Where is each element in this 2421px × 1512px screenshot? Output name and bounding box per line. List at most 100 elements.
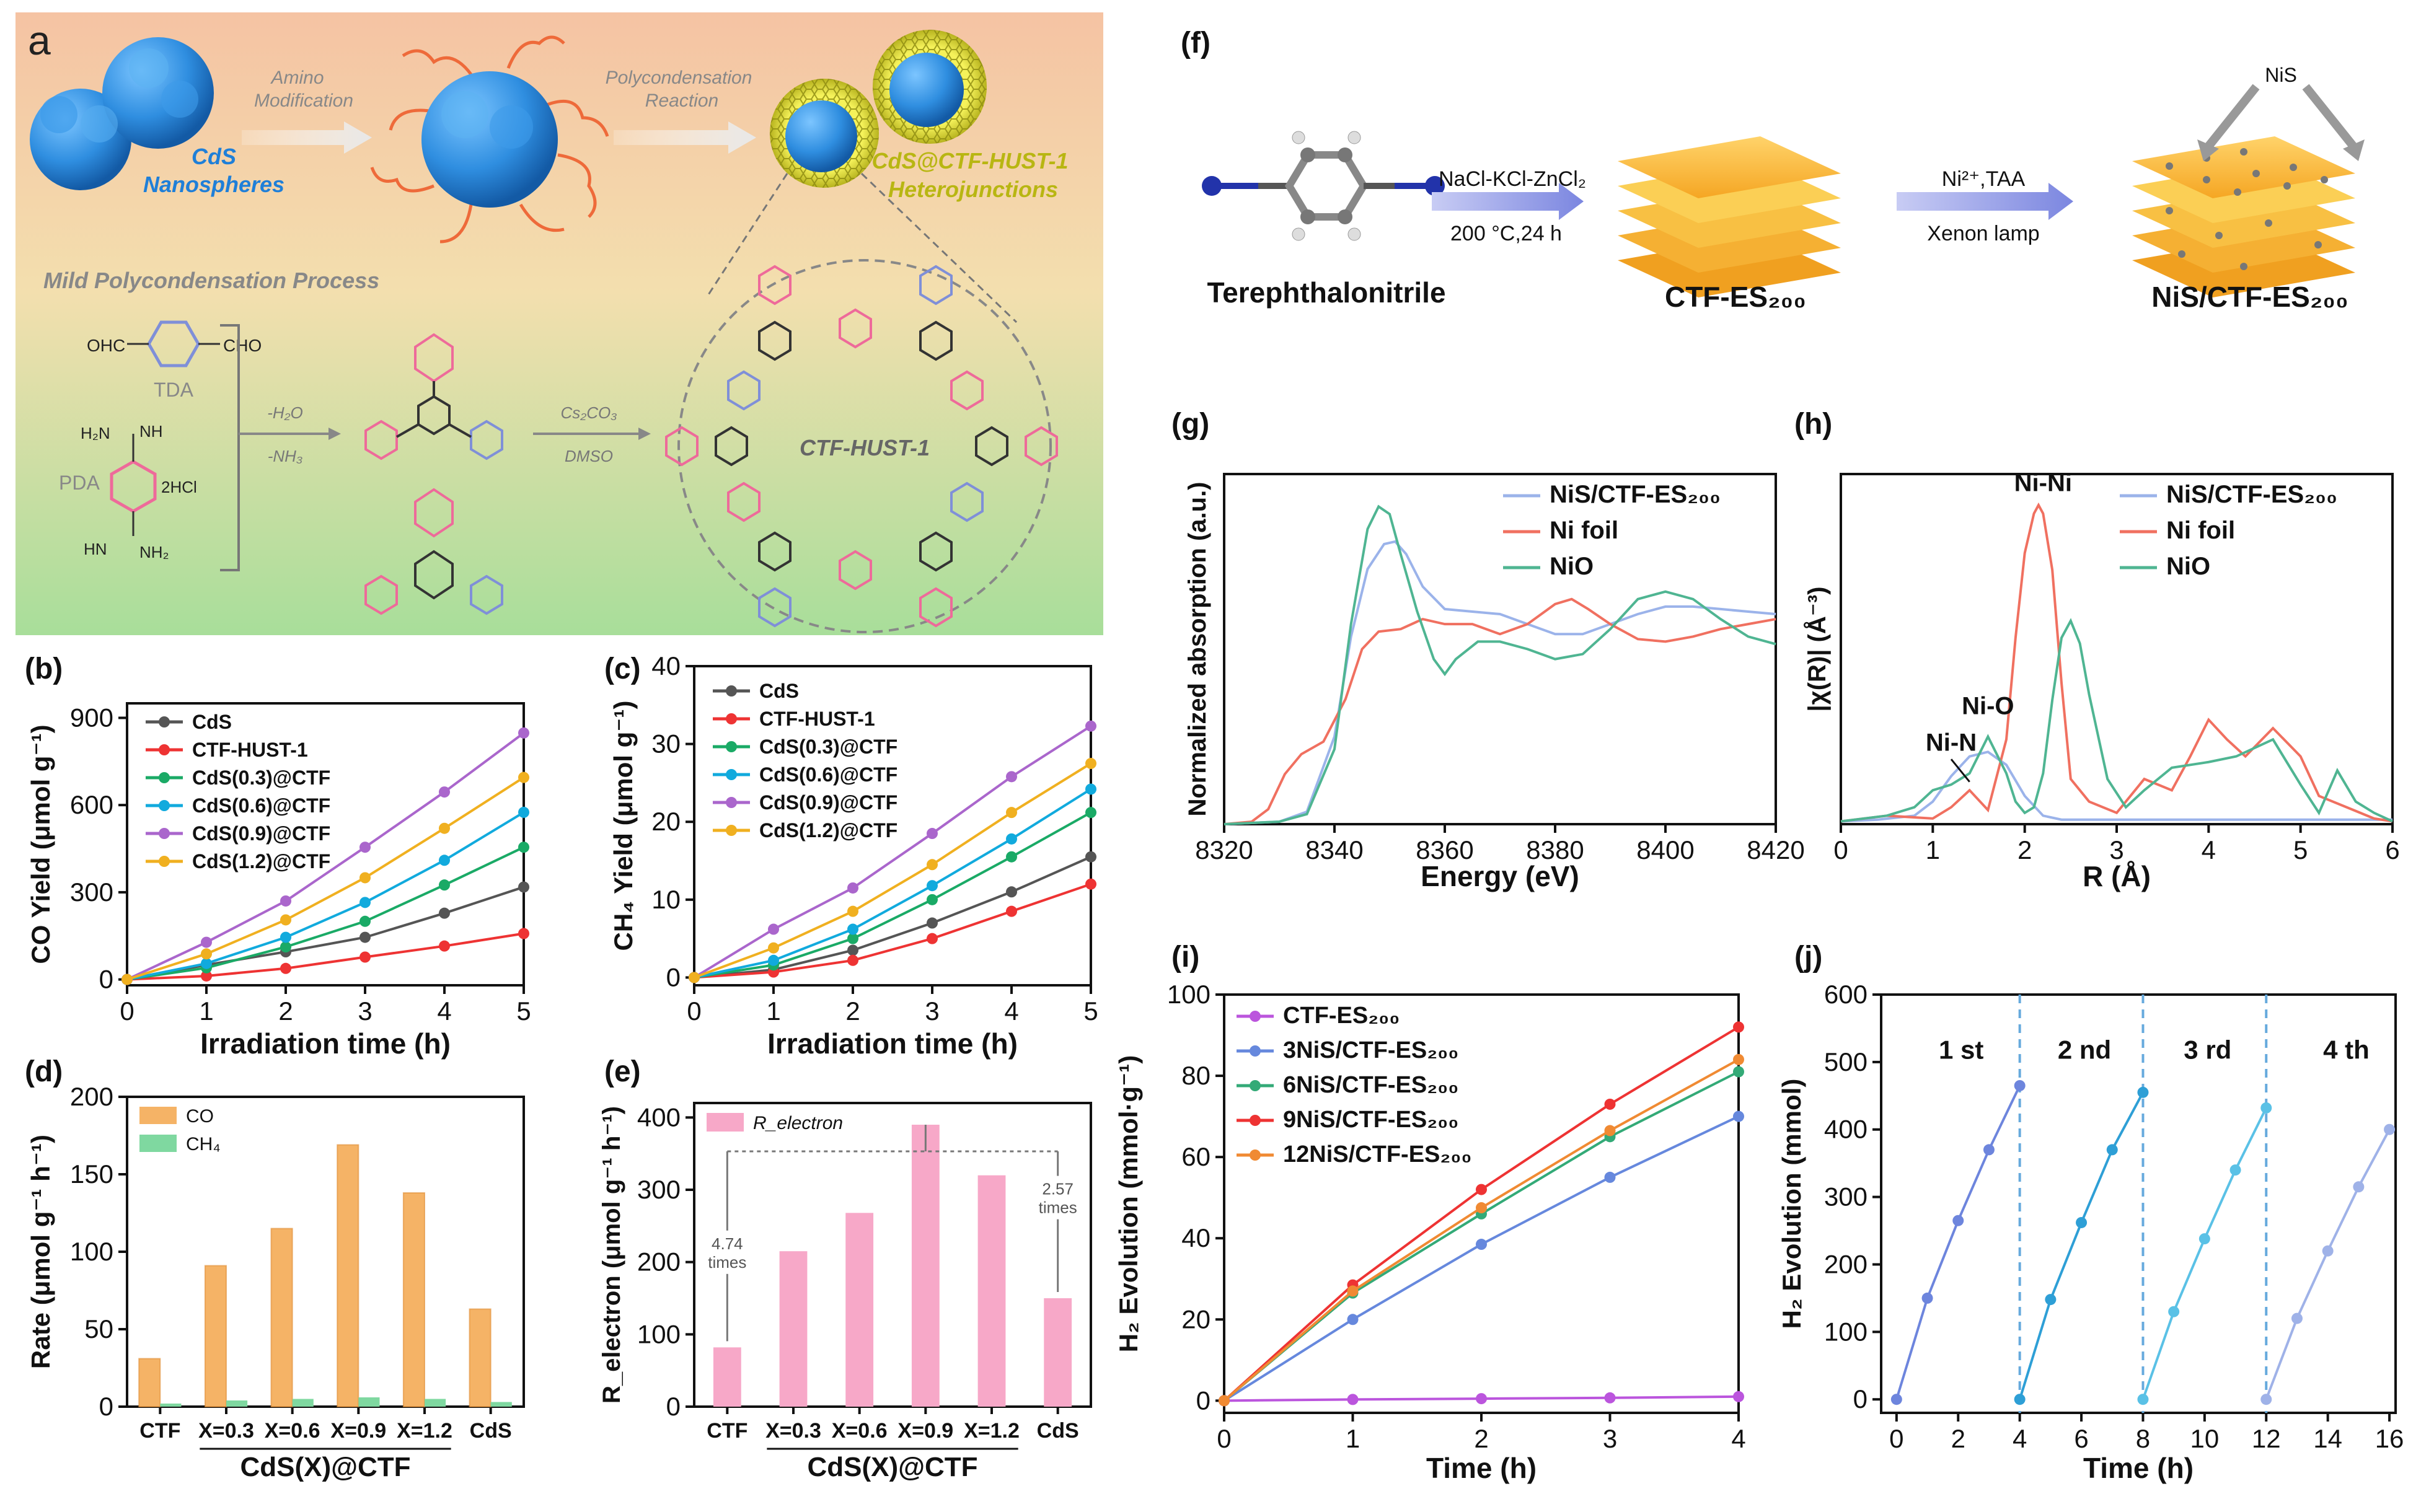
x-tick-label: 2 [1951,1424,1965,1453]
data-point-c5 [847,905,858,917]
pda-hcl: 2HCl [161,478,197,496]
x-tick-label: 8320 [1195,835,1253,864]
x-tick-label: 0 [687,996,701,1026]
triazine-intermediate-graphic [364,333,503,615]
y-tick-label: 600 [70,790,113,819]
legend-label: CdS(0.3)@CTF [759,736,897,758]
bar-d-0 [337,1144,359,1407]
data-point-b5 [121,974,133,985]
series-line-c1 [694,882,1091,979]
chart-h-exafs: 0 1 2 3 4 5 6 (h) NiS/CTF-ES₂₀₀ Ni foil NiO |χ(R)| … [1794,408,2400,892]
data-point-j1 [2137,1086,2149,1098]
category-label: CTF [707,1419,747,1443]
x-tick-label: 4 [2013,1424,2027,1453]
legend-label: 6NiS/CTF-ES₂₀₀ [1283,1072,1458,1098]
intermediate-label: CTF-ES₂₀₀ [1665,281,1806,313]
legend-marker [1250,1045,1261,1057]
arrow-f1 [1432,183,1584,220]
arrow2-label-line1: Polycondensation [606,68,752,88]
x-axis-label: Energy (eV) [1421,860,1579,892]
step2-line2: DMSO [565,447,613,465]
data-point-c4 [768,923,779,935]
bar-d-1 [425,1399,446,1407]
series-line-g1 [1224,597,1776,825]
data-point-i4 [1604,1125,1616,1136]
legend-swatch [707,1113,744,1132]
legend-marker [159,744,170,755]
x-tick-label: 12 [2252,1424,2281,1453]
tda-label: TDA [154,379,194,401]
x-tick-label: 0 [1889,1424,1903,1453]
panel-label-a: a [28,17,51,63]
bar-d-0 [270,1228,293,1407]
y-tick-label: 40 [1181,1223,1210,1252]
data-point-j2 [2198,1233,2210,1245]
product-label-line1: CdS@CTF-HUST-1 [871,148,1068,174]
cycle-label: 1 st [1939,1035,1983,1064]
annotation-ni-o: Ni-O [1962,692,2014,719]
step1-line2: -NH₃ [268,447,303,465]
data-point-b1 [359,951,371,963]
legend-label: NiS/CTF-ES₂₀₀ [2166,481,2337,508]
data-point-j1 [2014,1394,2026,1405]
y-tick-label: 300 [1824,1182,1868,1211]
category-label: X=0.9 [330,1419,386,1443]
data-point-j1 [2076,1216,2088,1228]
data-point-b3 [439,855,450,866]
series-line-j2 [2141,1107,2268,1400]
bar-d-0 [469,1308,492,1407]
data-point-j2 [2168,1306,2180,1317]
x-tick-label: 1 [199,996,213,1026]
data-point-c3 [847,923,858,935]
data-point-j2 [2260,1102,2272,1114]
data-point-b3 [280,931,291,943]
pda-nh2-bottom: NH₂ [139,543,169,561]
data-point-b0 [518,881,529,893]
panel-label-e: (e) [604,1055,641,1088]
y-tick-label: 0 [99,1392,113,1421]
core-shell-spheres-graphic [770,30,987,188]
legend-label: CdS [192,711,232,733]
y-tick-label: 200 [637,1247,681,1277]
data-point-b3 [201,957,212,969]
data-point-b1 [439,940,450,952]
data-point-c5 [1085,758,1096,770]
data-point-b5 [201,948,212,960]
series-line-h1 [1840,502,2393,823]
step2-line1: Cs₂CO₃ [561,403,617,422]
arrow-polycondensation [614,121,756,154]
x-tick-label: 1 [1926,835,1940,864]
series-line-b5 [126,776,525,981]
y-tick-label: 500 [1824,1047,1868,1076]
x-tick-label: 2 [2018,835,2032,864]
legend-label: CdS [759,680,799,702]
data-point-b2 [359,915,371,927]
series-line-j3 [2265,1128,2391,1400]
data-point-b5 [280,914,291,926]
group-label: CdS(X)@CTF [240,1452,410,1482]
x-tick-label: 10 [2190,1424,2219,1453]
panel-label-h: (h) [1794,408,1832,441]
y-tick-label: 30 [651,729,681,758]
data-point-b4 [518,727,529,739]
legend-label: 12NiS/CTF-ES₂₀₀ [1283,1141,1472,1167]
data-point-j1 [2106,1144,2118,1156]
bar-d-0 [204,1265,227,1407]
plot-frame [1840,473,2394,825]
legend-label: 9NiS/CTF-ES₂₀₀ [1283,1107,1458,1133]
data-point-b5 [518,771,529,783]
data-point-b4 [201,936,212,948]
legend-label: CTF-HUST-1 [759,708,875,730]
x-tick-label: 6 [2074,1424,2088,1453]
y-tick-label: 40 [651,651,681,680]
legend-label: CdS(0.9)@CTF [192,822,330,845]
legend-marker [1250,1080,1261,1091]
series-line-h2 [1840,618,2393,823]
y-axis-label: CO Yield (μmol g⁻¹) [26,724,55,964]
bar-d-1 [490,1402,512,1407]
data-point-c1 [927,933,938,944]
data-point-c3 [1006,833,1017,845]
data-point-j0 [2014,1079,2026,1091]
series-line-h0 [1840,750,2392,823]
category-label: X=1.2 [964,1419,1020,1443]
